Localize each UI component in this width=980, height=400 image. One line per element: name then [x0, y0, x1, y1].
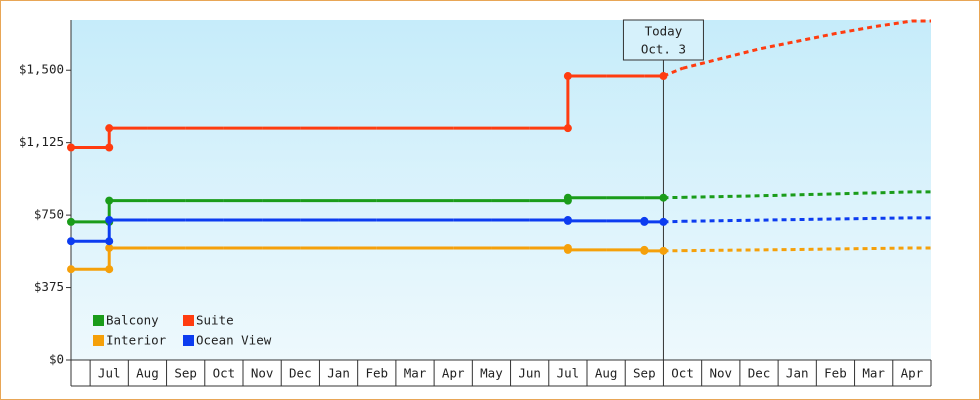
- x-tick-label: Mar: [404, 366, 427, 381]
- y-tick-label: $750: [34, 207, 64, 222]
- legend-swatch: [93, 315, 104, 326]
- legend-label: Interior: [106, 333, 167, 348]
- x-tick-label: Jul: [98, 366, 121, 381]
- series: [67, 215, 931, 246]
- legend-swatch: [93, 335, 104, 346]
- plot-area: [71, 20, 931, 360]
- legend-label: Balcony: [106, 313, 159, 328]
- x-tick-label: Sep: [174, 366, 197, 381]
- legend-swatch: [183, 335, 194, 346]
- forecast-link: [663, 219, 683, 224]
- price-point: [563, 245, 572, 254]
- x-tick-label: Apr: [901, 366, 924, 381]
- price-point: [67, 217, 75, 226]
- x-tick-label: Jul: [557, 366, 580, 381]
- x-tick-label: Aug: [136, 366, 159, 381]
- legend-swatch: [183, 315, 194, 326]
- y-tick-label: $375: [34, 279, 64, 294]
- y-tick-label: $1,500: [19, 62, 64, 77]
- legend-label: Ocean View: [196, 333, 272, 348]
- x-tick-label: Sep: [633, 366, 656, 381]
- forecast-link: [662, 66, 684, 78]
- forecast-line: [682, 19, 931, 70]
- price-point: [105, 265, 114, 274]
- x-tick-label: Oct: [671, 366, 694, 381]
- price-point: [67, 265, 75, 274]
- y-tick-label: $1,125: [19, 134, 64, 149]
- price-point: [105, 215, 114, 224]
- price-point: [105, 143, 114, 152]
- today-date: Oct. 3: [641, 42, 686, 57]
- x-tick-label: Jan: [327, 366, 350, 381]
- price-point: [640, 217, 649, 226]
- price-point: [563, 216, 572, 225]
- series: [67, 190, 931, 226]
- x-tick-label: May: [480, 366, 503, 381]
- x-tick-label: Mar: [862, 366, 885, 381]
- price-point: [105, 124, 114, 133]
- legend-label: Suite: [196, 313, 234, 328]
- price-point: [563, 124, 572, 133]
- series: [67, 19, 931, 152]
- price-point: [563, 72, 572, 81]
- x-tick-label: Apr: [442, 366, 465, 381]
- price-point: [105, 243, 114, 252]
- y-tick-label: $0: [49, 352, 64, 367]
- price-point: [105, 237, 114, 246]
- price-point: [640, 246, 649, 255]
- price-point: [67, 143, 75, 152]
- price-point: [563, 193, 572, 202]
- x-tick-label: Dec: [748, 366, 771, 381]
- x-tick-label: Nov: [709, 366, 732, 381]
- today-box: [622, 19, 704, 61]
- x-tick-label: Aug: [595, 366, 618, 381]
- x-tick-label: Jun: [518, 366, 541, 381]
- x-tick-label: Dec: [289, 366, 312, 381]
- series: [67, 243, 931, 274]
- today-title: Today: [645, 24, 683, 39]
- x-tick-label: Feb: [824, 366, 847, 381]
- price-point: [67, 237, 75, 246]
- x-tick-label: Nov: [251, 366, 274, 381]
- price-point: [105, 196, 114, 205]
- x-tick-label: Jan: [786, 366, 809, 381]
- x-tick-label: Feb: [365, 366, 388, 381]
- x-tick-label: Oct: [213, 366, 236, 381]
